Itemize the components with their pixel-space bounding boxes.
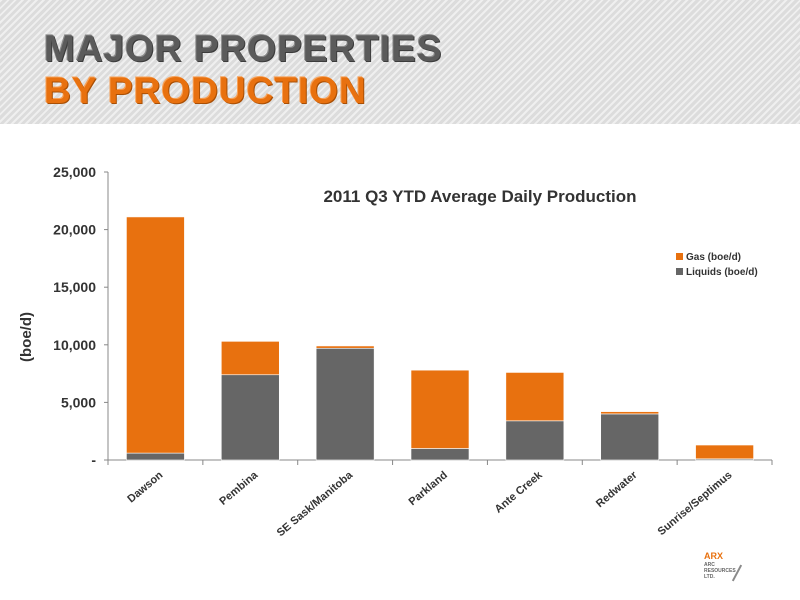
company-logo: ARX ARC RESOURCES LTD. <box>704 552 764 592</box>
y-tick-label: 5,000 <box>61 394 96 410</box>
y-axis-ticks: - 5,000 10,000 15,000 20,000 25,000 <box>53 164 108 468</box>
y-tick-label: 15,000 <box>53 279 96 295</box>
x-axis-ticks: Dawson Pembina SE Sask/Manitoba Parkland Ant… <box>107 460 773 540</box>
bar-liquids <box>220 374 280 461</box>
bar-liquids <box>315 347 375 461</box>
legend-swatch <box>676 268 683 275</box>
x-tick-label: Parkland <box>407 469 450 508</box>
logo-mark: ARX <box>704 551 724 561</box>
legend-swatch <box>676 253 683 260</box>
chart-title: 2011 Q3 YTD Average Daily Production <box>323 187 636 206</box>
logo-text: ARC RESOURCES LTD. <box>704 562 736 580</box>
bar-gas <box>410 369 470 449</box>
bar-liquids <box>410 448 470 461</box>
x-tick-label: Dawson <box>125 469 165 505</box>
production-chart: 2011 Q3 YTD Average Daily Production (bo… <box>18 164 773 540</box>
y-tick-label: 25,000 <box>53 164 96 180</box>
bar-liquids <box>600 413 660 461</box>
bars <box>126 216 754 461</box>
x-tick-label: Sunrise/Septimus <box>656 469 735 538</box>
y-axis-label: (boe/d) <box>18 312 35 362</box>
legend-label: Gas (boe/d) <box>686 252 741 263</box>
header-band <box>0 0 800 124</box>
x-tick-label: SE Sask/Manitoba <box>275 469 356 540</box>
bar-gas <box>695 444 754 460</box>
bar-gas <box>126 216 185 454</box>
y-tick-label: 10,000 <box>53 337 96 353</box>
bar-gas <box>315 345 375 349</box>
bar-liquids <box>126 452 185 461</box>
y-tick-label: - <box>91 452 96 468</box>
legend: Gas (boe/d) Liquids (boe/d) <box>676 252 758 278</box>
x-tick-label: Redwater <box>594 469 640 510</box>
x-tick-label: Ante Creek <box>493 469 546 516</box>
legend-label: Liquids (boe/d) <box>686 267 758 278</box>
bar-gas <box>505 372 565 422</box>
page-title-line-1: MAJOR PROPERTIES <box>44 28 443 69</box>
page-title-line-2: BY PRODUCTION <box>44 70 367 111</box>
x-tick-label: Pembina <box>217 469 261 508</box>
bar-gas <box>220 341 280 376</box>
bar-gas <box>600 411 660 415</box>
y-tick-label: 20,000 <box>53 222 96 238</box>
bar-liquids <box>505 420 565 461</box>
